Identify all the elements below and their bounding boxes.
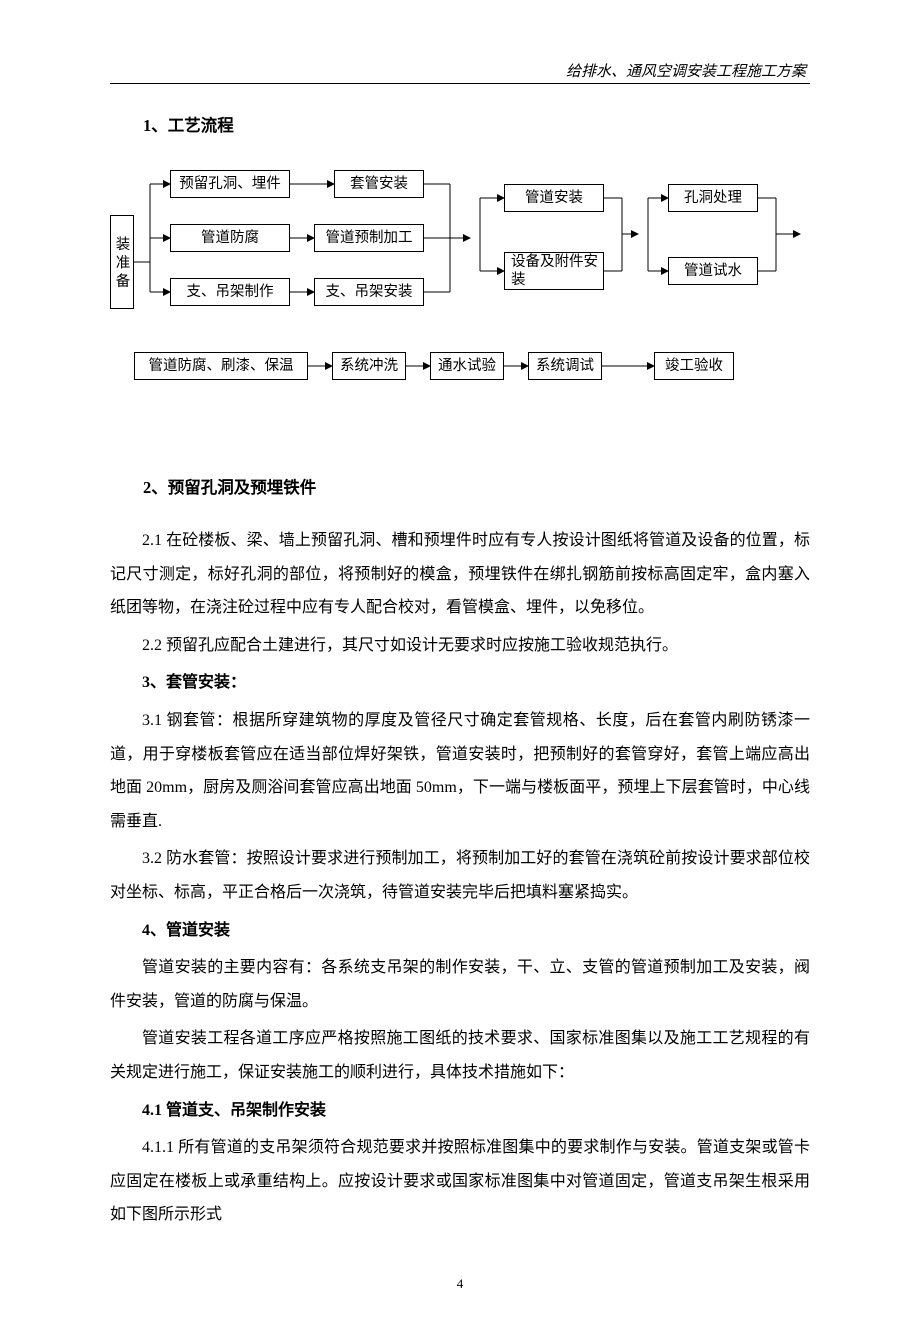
fc-node-15-label: 竣工验收 — [665, 357, 723, 375]
fc-node-9-label: 孔洞处理 — [684, 189, 742, 207]
section-3-p1: 3.1 钢套管：根据所穿建筑物的厚度及管径尺寸确定套管规格、长度，后在套管内刷防… — [110, 704, 810, 838]
fc-node-2: 套管安装 — [334, 170, 424, 198]
section-4-p1: 管道安装的主要内容有：各系统支吊架的制作安装，干、立、支管的管道预制加工及安装，… — [110, 951, 810, 1018]
fc-node-5-label: 支、吊架制作 — [187, 283, 274, 301]
fc-node-11-label: 管道防腐、刷漆、保温 — [149, 357, 294, 375]
fc-node-2-label: 套管安装 — [350, 175, 408, 193]
fc-node-3: 管道防腐 — [170, 224, 290, 252]
document-page: 给排水、通风空调安装工程施工方案 1、工艺流程 装准备 预留孔洞、埋件 套管安装… — [0, 0, 920, 1332]
fc-node-prep: 装准备 — [110, 215, 134, 309]
fc-node-5: 支、吊架制作 — [170, 278, 290, 306]
fc-node-14-label: 系统调试 — [536, 357, 594, 375]
fc-node-10-label: 管道试水 — [684, 262, 742, 280]
section-2-p1: 2.1 在砼楼板、梁、墙上预留孔洞、槽和预埋件时应有专人按设计图纸将管道及设备的… — [110, 524, 810, 625]
fc-node-7: 管道安装 — [504, 184, 604, 212]
section-2-p2: 2.2 预留孔应配合土建进行，其尺寸如设计无要求时应按施工验收规范执行。 — [110, 629, 810, 663]
section-4-1-title: 4.1 管道支、吊架制作安装 — [110, 1094, 810, 1128]
fc-node-4-label: 管道预制加工 — [326, 229, 413, 247]
fc-node-10: 管道试水 — [668, 257, 758, 285]
fc-node-15: 竣工验收 — [654, 352, 734, 380]
fc-node-6-label: 支、吊架安装 — [326, 283, 413, 301]
process-flowchart: 装准备 预留孔洞、埋件 套管安装 管道防腐 管道预制加工 支、吊架制作 支、吊架… — [110, 162, 810, 452]
fc-node-13: 通水试验 — [430, 352, 504, 380]
fc-node-14: 系统调试 — [528, 352, 602, 380]
page-number: 4 — [110, 1276, 810, 1292]
fc-node-4: 管道预制加工 — [314, 224, 424, 252]
fc-node-prep-label: 装准备 — [112, 236, 133, 292]
section-1-title: 1、工艺流程 — [110, 112, 810, 136]
fc-node-8: 设备及附件安装 — [504, 252, 604, 290]
fc-node-12-label: 系统冲洗 — [340, 357, 398, 375]
fc-node-13-label: 通水试验 — [438, 357, 496, 375]
header-rule — [110, 83, 810, 84]
fc-node-6: 支、吊架安装 — [314, 278, 424, 306]
section-3-p2: 3.2 防水套管：按照设计要求进行预制加工，将预制加工好的套管在浇筑砼前按设计要… — [110, 842, 810, 909]
fc-node-12: 系统冲洗 — [332, 352, 406, 380]
section-2-title: 2、预留孔洞及预埋铁件 — [110, 474, 810, 498]
fc-node-11: 管道防腐、刷漆、保温 — [134, 352, 308, 380]
running-header: 给排水、通风空调安装工程施工方案 — [110, 60, 810, 81]
fc-node-3-label: 管道防腐 — [201, 229, 259, 247]
section-3-title: 3、套管安装： — [110, 666, 810, 700]
section-4-1-p1: 4.1.1 所有管道的支吊架须符合规范要求并按照标准图集中的要求制作与安装。管道… — [110, 1131, 810, 1232]
fc-node-9: 孔洞处理 — [668, 184, 758, 212]
fc-node-1: 预留孔洞、埋件 — [170, 170, 290, 198]
section-4-p2: 管道安装工程各道工序应严格按照施工图纸的技术要求、国家标准图集以及施工工艺规程的… — [110, 1022, 810, 1089]
section-4-title: 4、管道安装 — [110, 914, 810, 948]
fc-node-8-label: 设备及附件安装 — [511, 253, 599, 289]
fc-node-7-label: 管道安装 — [525, 189, 583, 207]
fc-node-1-label: 预留孔洞、埋件 — [179, 175, 281, 193]
